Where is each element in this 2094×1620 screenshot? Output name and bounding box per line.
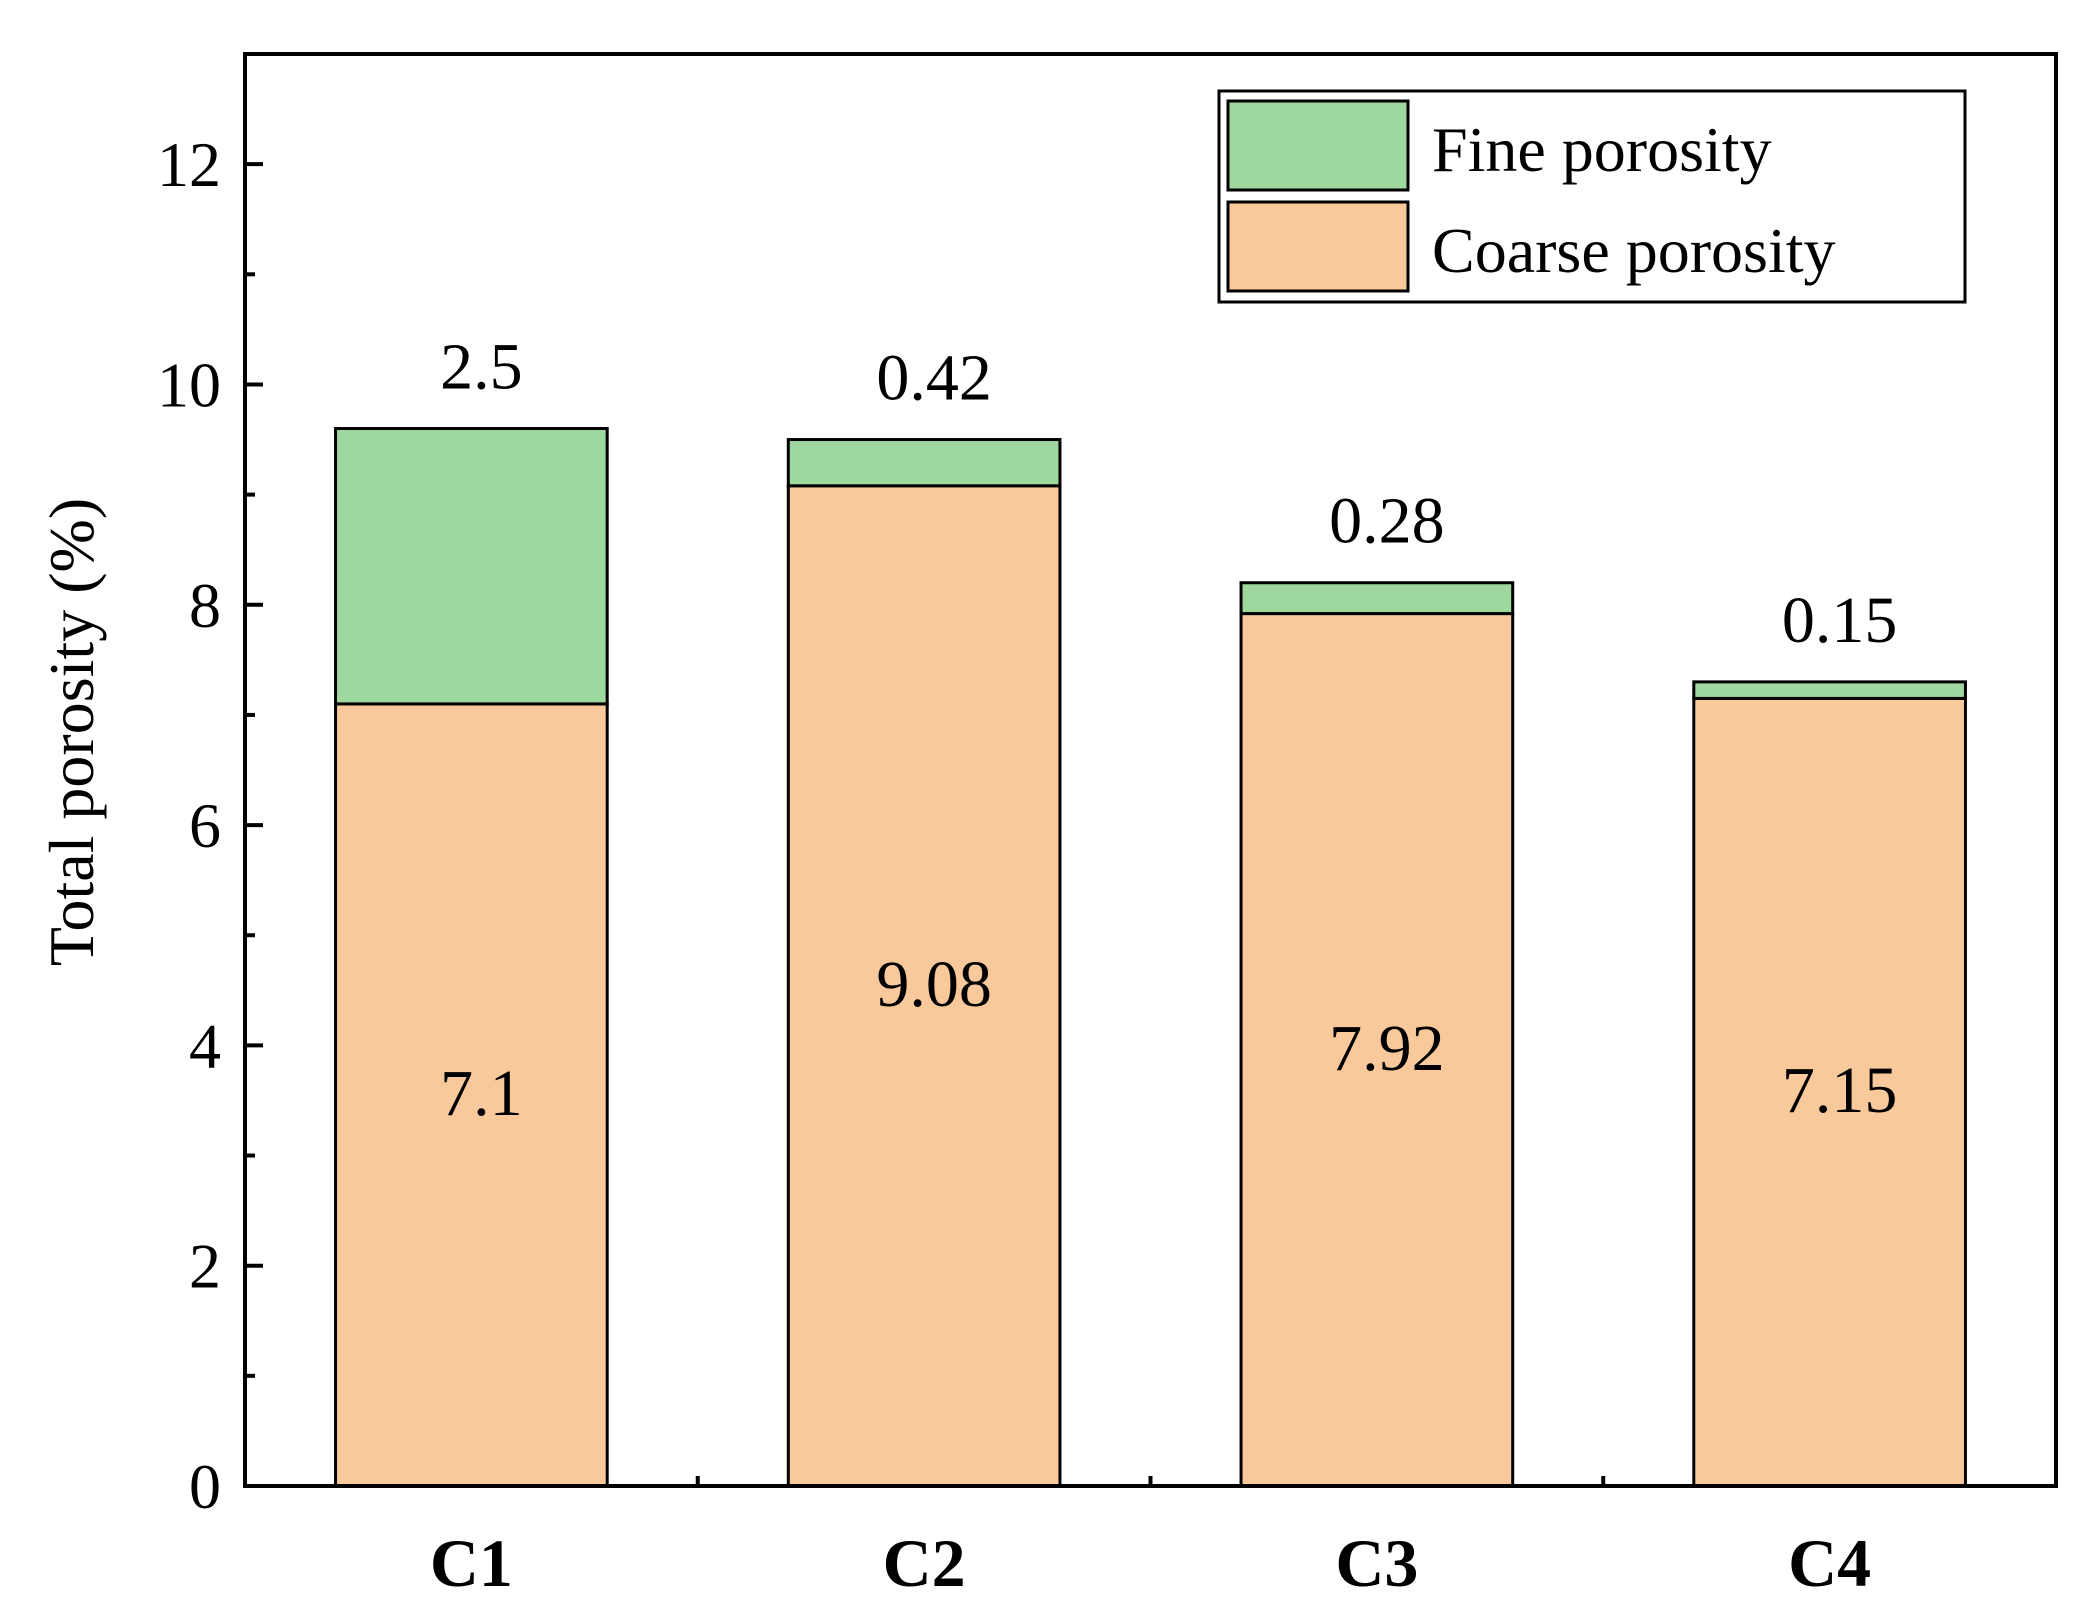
x-tick-label-c4: C4 bbox=[1788, 1525, 1871, 1601]
data-label-fine-c3: 0.28 bbox=[1329, 485, 1445, 558]
x-axis-ticks: C1 C2 C3 C4 bbox=[430, 1468, 1871, 1601]
bar-coarse-c2 bbox=[786, 484, 1062, 1488]
plot-frame bbox=[243, 52, 2058, 1488]
x-tick-label-c1: C1 bbox=[430, 1525, 513, 1601]
legend: Fine porosity Coarse porosity bbox=[1217, 89, 1967, 304]
y-tick-label: 8 bbox=[189, 570, 221, 641]
y-tick-label: 12 bbox=[157, 129, 221, 200]
bar-fine-c1 bbox=[334, 427, 609, 706]
y-tick-label: 2 bbox=[189, 1231, 221, 1302]
data-label-coarse-c2: 9.08 bbox=[876, 948, 992, 1021]
data-label-fine-c4: 0.15 bbox=[1782, 584, 1898, 657]
bar-stacks bbox=[334, 427, 1967, 1488]
x-tick-label-c3: C3 bbox=[1335, 1525, 1418, 1601]
data-label-fine-c1: 2.5 bbox=[440, 331, 523, 404]
y-tick-label: 10 bbox=[157, 349, 221, 420]
y-tick-label: 6 bbox=[189, 790, 221, 861]
bar-coarse-c3 bbox=[1239, 612, 1515, 1488]
data-label-coarse-c4: 7.15 bbox=[1782, 1054, 1898, 1127]
data-label-fine-c2: 0.42 bbox=[876, 342, 992, 415]
y-axis-title: Total porosity (%) bbox=[36, 498, 107, 966]
bar-fine-c4 bbox=[1692, 680, 1967, 700]
y-tick-label: 0 bbox=[189, 1451, 221, 1522]
bar-data-labels: 7.1 2.5 9.08 0.42 7.92 0.28 7.15 0.15 bbox=[440, 331, 1897, 1130]
y-axis-ticks: 0 2 4 6 8 10 12 bbox=[157, 52, 263, 1522]
legend-swatch-coarse-porosity bbox=[1226, 200, 1410, 293]
bar-fine-c3 bbox=[1239, 581, 1515, 616]
y-tick-label: 4 bbox=[189, 1010, 221, 1081]
data-label-coarse-c1: 7.1 bbox=[440, 1057, 523, 1130]
legend-label-fine-porosity: Fine porosity bbox=[1432, 114, 1772, 185]
data-label-coarse-c3: 7.92 bbox=[1329, 1012, 1445, 1085]
legend-swatch-fine-porosity bbox=[1226, 99, 1410, 192]
bar-coarse-c1 bbox=[334, 702, 609, 1488]
bar-fine-c2 bbox=[786, 438, 1062, 488]
legend-label-coarse-porosity: Coarse porosity bbox=[1432, 215, 1836, 286]
plot-area: 0 2 4 6 8 10 12 C1 C2 C3 C4 7.1 2.5 9.08 0.42 7.92 0.2… bbox=[157, 52, 1967, 1601]
bar-coarse-c4 bbox=[1692, 696, 1967, 1488]
x-tick-label-c2: C2 bbox=[883, 1525, 966, 1601]
